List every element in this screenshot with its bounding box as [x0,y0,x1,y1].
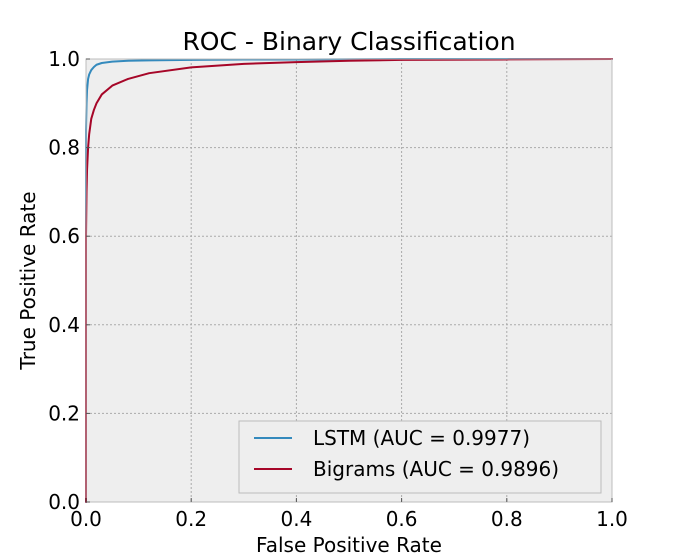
y-tick-label: 0.4 [48,313,80,337]
y-tick-label: 0.2 [48,401,80,425]
legend-label-bigrams: Bigrams (AUC = 0.9896) [313,457,559,481]
legend-label-lstm: LSTM (AUC = 0.9977) [313,426,530,450]
legend-box [238,420,602,494]
series-line-bigrams [85,58,613,503]
legend: LSTM (AUC = 0.9977) Bigrams (AUC = 0.989… [238,420,602,494]
plot-frame [85,58,613,503]
x-tick-label: 0.4 [280,507,312,531]
x-tick-label: 1.0 [596,507,628,531]
x-tick-label: 0.6 [386,507,418,531]
y-tick-label: 0.8 [48,136,80,160]
y-tick-label: 0.0 [48,490,80,514]
x-axis-title: False Positive Rate [256,533,442,557]
chart-title: ROC - Binary Classification [182,27,515,56]
y-tick-label: 0.6 [48,224,80,248]
x-tick-label: 0.8 [491,507,523,531]
x-tick-label: 0.2 [175,507,207,531]
ticks: 0.0 0.2 0.4 0.6 0.8 1.0 0.0 0.2 0.4 0.6 0.8 1.0 [48,47,628,531]
y-axis-title: True Positive Rate [16,191,40,370]
x-tick-label: 0.0 [70,507,102,531]
y-tick-label: 1.0 [48,47,80,71]
